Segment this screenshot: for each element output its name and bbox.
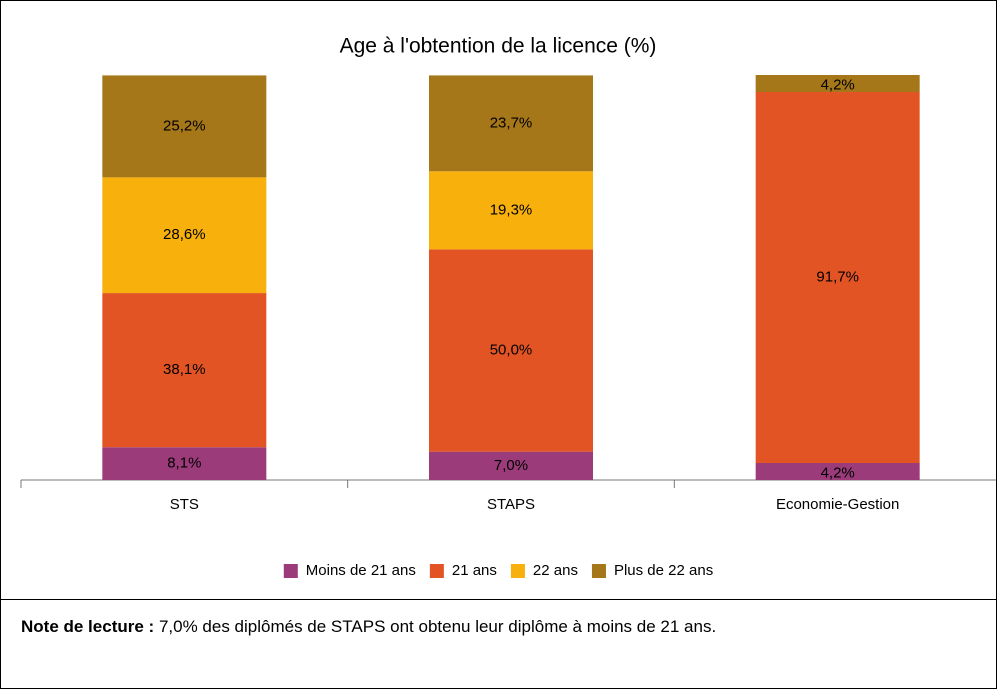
value-label: 38,1%	[163, 361, 206, 378]
note-label: Note de lecture :	[21, 617, 155, 636]
bar-segment	[102, 177, 267, 294]
value-label: 8,1%	[167, 455, 201, 472]
value-label: 28,6%	[163, 226, 206, 243]
note: Note de lecture : 7,0% des diplômés de S…	[1, 599, 997, 654]
bar-segment	[429, 451, 593, 480]
x-tick-label: STS	[170, 496, 199, 513]
legend-swatch	[510, 564, 525, 578]
bar-segment	[102, 293, 267, 448]
note-text: 7,0% des diplômés de STAPS ont obtenu le…	[158, 617, 717, 636]
value-label: 7,0%	[494, 457, 528, 474]
legend-label: Moins de 21 ans	[306, 562, 416, 579]
legend-label: 22 ans	[533, 562, 578, 579]
legend-label: Plus de 22 ans	[614, 562, 713, 579]
legend-swatch	[429, 564, 444, 578]
chart: Age à l'obtention de la licence (%) 8,1%…	[20, 35, 996, 579]
bar-segment	[429, 171, 593, 250]
value-label: 4,2%	[821, 464, 855, 481]
x-tick-label: STAPS	[487, 496, 535, 513]
bar-segment	[429, 249, 593, 452]
bar-segment	[755, 463, 920, 480]
legend-swatch	[591, 564, 606, 578]
legend-label: 21 ans	[452, 562, 497, 579]
bar-segment	[102, 447, 267, 480]
legend-swatch	[283, 564, 298, 578]
value-label: 19,3%	[490, 201, 533, 218]
value-label: 50,0%	[490, 341, 533, 358]
bar-segment	[755, 91, 920, 464]
value-label: 4,2%	[821, 76, 855, 93]
value-label: 25,2%	[163, 117, 206, 134]
chart-title: Age à l'obtention de la licence (%)	[340, 35, 657, 58]
bar-segment	[755, 75, 920, 92]
value-label: 91,7%	[816, 268, 859, 285]
x-tick-label: Economie-Gestion	[776, 496, 899, 513]
bar-segment	[429, 75, 593, 172]
bar-segment	[102, 75, 267, 178]
value-label: 23,7%	[490, 114, 533, 131]
